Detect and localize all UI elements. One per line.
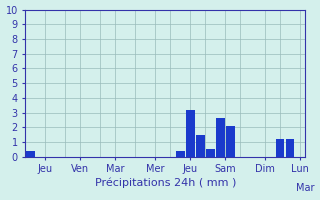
Bar (176, 151, 185, 157)
X-axis label: Précipitations 24h ( mm ): Précipitations 24h ( mm ) (95, 177, 236, 188)
Bar (26, 151, 35, 157)
Bar (206, 149, 214, 157)
Text: Mar: Mar (296, 183, 315, 193)
Bar (286, 139, 294, 157)
Bar (276, 139, 284, 157)
Bar (186, 110, 195, 157)
Bar (216, 118, 225, 157)
Bar (226, 126, 235, 157)
Bar (196, 135, 204, 157)
